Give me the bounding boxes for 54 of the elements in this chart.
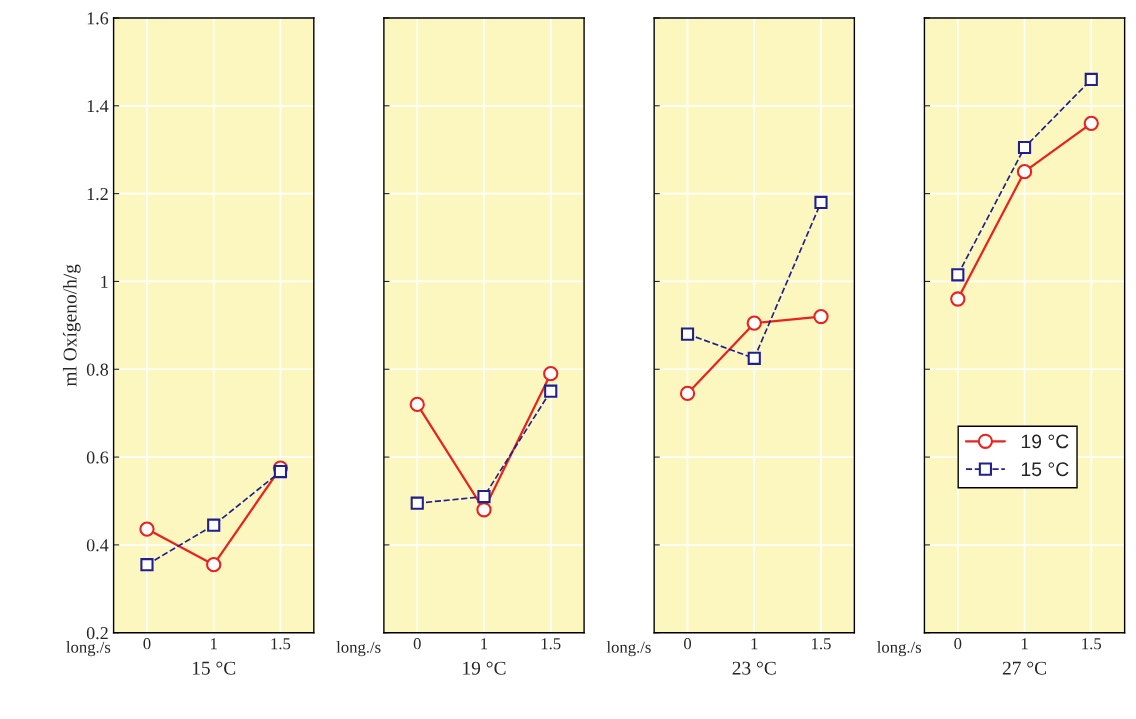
- y-tick-label: 0.6: [86, 451, 109, 464]
- x-tick-label: 0: [683, 638, 692, 650]
- point: [139, 521, 155, 537]
- x-tick-label: 1.5: [271, 638, 291, 650]
- text: long./s: [877, 641, 922, 657]
- point: [679, 385, 696, 402]
- point: [680, 327, 695, 341]
- x-tick-label: 0: [143, 638, 151, 650]
- point: [544, 384, 558, 398]
- y-tick-label: 0.2: [86, 626, 108, 640]
- x-axis-title: 15 °C: [192, 661, 236, 675]
- point: [476, 502, 492, 518]
- x-tick-label: 1: [1021, 638, 1028, 650]
- legend-label: 15 °C: [1021, 462, 1069, 477]
- point: [1016, 164, 1033, 180]
- point: [273, 464, 288, 479]
- x-tick-label: 0: [954, 638, 962, 650]
- point: [747, 351, 761, 365]
- point: [410, 496, 424, 510]
- point: [950, 291, 966, 307]
- text: long./s: [66, 641, 111, 657]
- x-tick-label: 1.5: [812, 638, 831, 650]
- point: [1017, 140, 1032, 155]
- y-axis-title: ml Oxígeno/h/g: [62, 264, 81, 387]
- point: [814, 195, 828, 209]
- point: [206, 557, 222, 573]
- legend-label: 19 °C: [1021, 434, 1069, 449]
- point: [746, 315, 762, 331]
- x-tick-label: 1: [481, 638, 488, 650]
- point: [140, 558, 154, 572]
- point: [207, 518, 221, 532]
- x-axis-title: 23 °C: [732, 661, 776, 675]
- text: long./s: [606, 641, 651, 657]
- y-tick-label: 0.8: [86, 363, 109, 376]
- x-tick-label: 1.5: [541, 638, 561, 650]
- point: [477, 490, 491, 504]
- point: [813, 308, 829, 325]
- point: [543, 366, 559, 382]
- y-tick-label: 0.4: [86, 539, 109, 552]
- x-tick-label: 1: [211, 638, 217, 650]
- text: long./s: [336, 641, 381, 657]
- x-tick-label: 1: [751, 638, 758, 650]
- x-tick-label: 1.5: [1082, 638, 1102, 650]
- point: [1083, 115, 1099, 131]
- x-tick-label: 0: [413, 638, 421, 650]
- point: [951, 268, 965, 282]
- x-axis-title: 27 °C: [1002, 661, 1046, 675]
- y-tick-label: 1: [101, 275, 108, 288]
- y-tick-label: 1.2: [87, 187, 108, 201]
- y-tick-label: 1.6: [87, 12, 109, 25]
- point: [1084, 72, 1098, 87]
- point: [409, 396, 425, 413]
- y-tick-label: 1.4: [87, 100, 109, 113]
- x-axis-title: 19 °C: [463, 661, 506, 675]
